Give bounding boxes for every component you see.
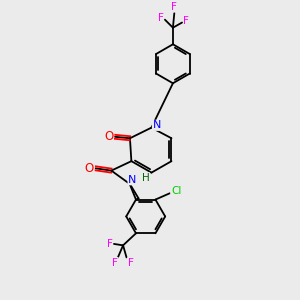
Text: F: F <box>107 239 112 249</box>
Text: F: F <box>128 257 134 268</box>
Text: F: F <box>171 2 177 12</box>
Text: O: O <box>104 130 113 143</box>
Text: F: F <box>158 13 164 23</box>
Text: N: N <box>128 175 136 185</box>
Text: Cl: Cl <box>171 186 181 196</box>
Text: N: N <box>152 120 161 130</box>
Text: H: H <box>142 173 150 183</box>
Text: F: F <box>183 16 189 26</box>
Text: O: O <box>85 162 94 175</box>
Text: F: F <box>112 257 118 268</box>
